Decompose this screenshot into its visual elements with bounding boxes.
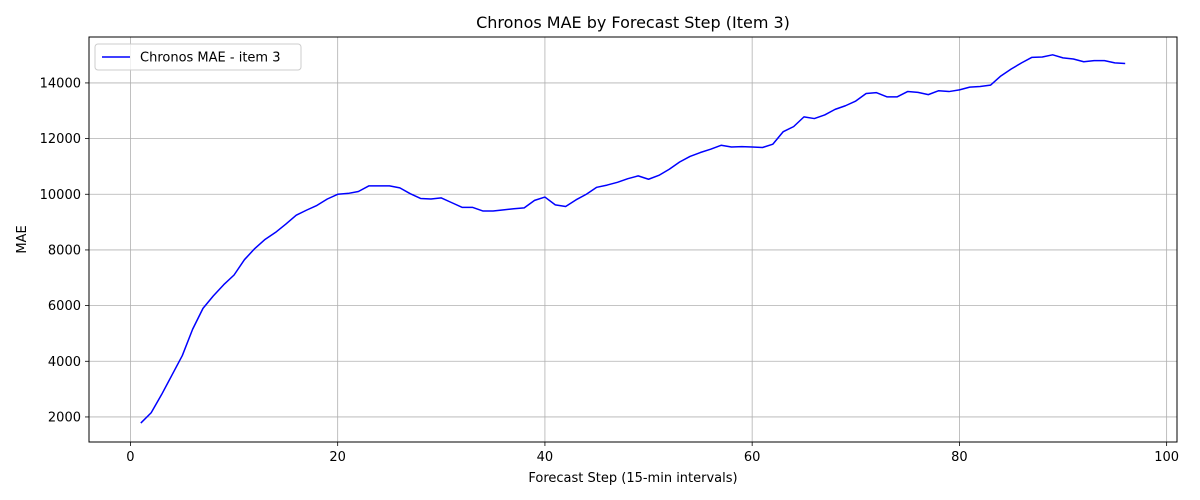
chart-title: Chronos MAE by Forecast Step (Item 3) xyxy=(476,13,790,32)
y-tick-label: 14000 xyxy=(40,76,81,91)
legend: Chronos MAE - item 3 xyxy=(94,43,302,71)
x-tick-label: 0 xyxy=(126,450,134,465)
x-tick-label: 100 xyxy=(1154,450,1179,465)
grid xyxy=(89,37,1177,442)
series-layer xyxy=(140,54,1126,424)
y-tick-label: 12000 xyxy=(40,132,81,147)
y-tick-label: 2000 xyxy=(48,410,81,425)
legend-box xyxy=(94,43,302,71)
x-tick-label: 40 xyxy=(537,450,554,465)
x-tick-label: 80 xyxy=(951,450,968,465)
y-tick-label: 6000 xyxy=(48,299,81,314)
y-tick-label: 8000 xyxy=(48,243,81,258)
y-tick-label: 4000 xyxy=(48,355,81,370)
x-tick-label: 60 xyxy=(744,450,761,465)
legend-label: Chronos MAE - item 3 xyxy=(140,51,280,66)
x-tick-label: 20 xyxy=(329,450,346,465)
plot-area-frame xyxy=(88,36,1178,443)
x-axis-label: Forecast Step (15-min intervals) xyxy=(528,471,737,486)
y-axis-label: MAE xyxy=(15,225,30,253)
axis-ticks: 0 20 40 60 80 100 2000 4000 6000 8000 10000 12000 14… xyxy=(40,76,1179,465)
y-tick-label: 10000 xyxy=(40,188,81,203)
series-line-0 xyxy=(140,54,1126,424)
